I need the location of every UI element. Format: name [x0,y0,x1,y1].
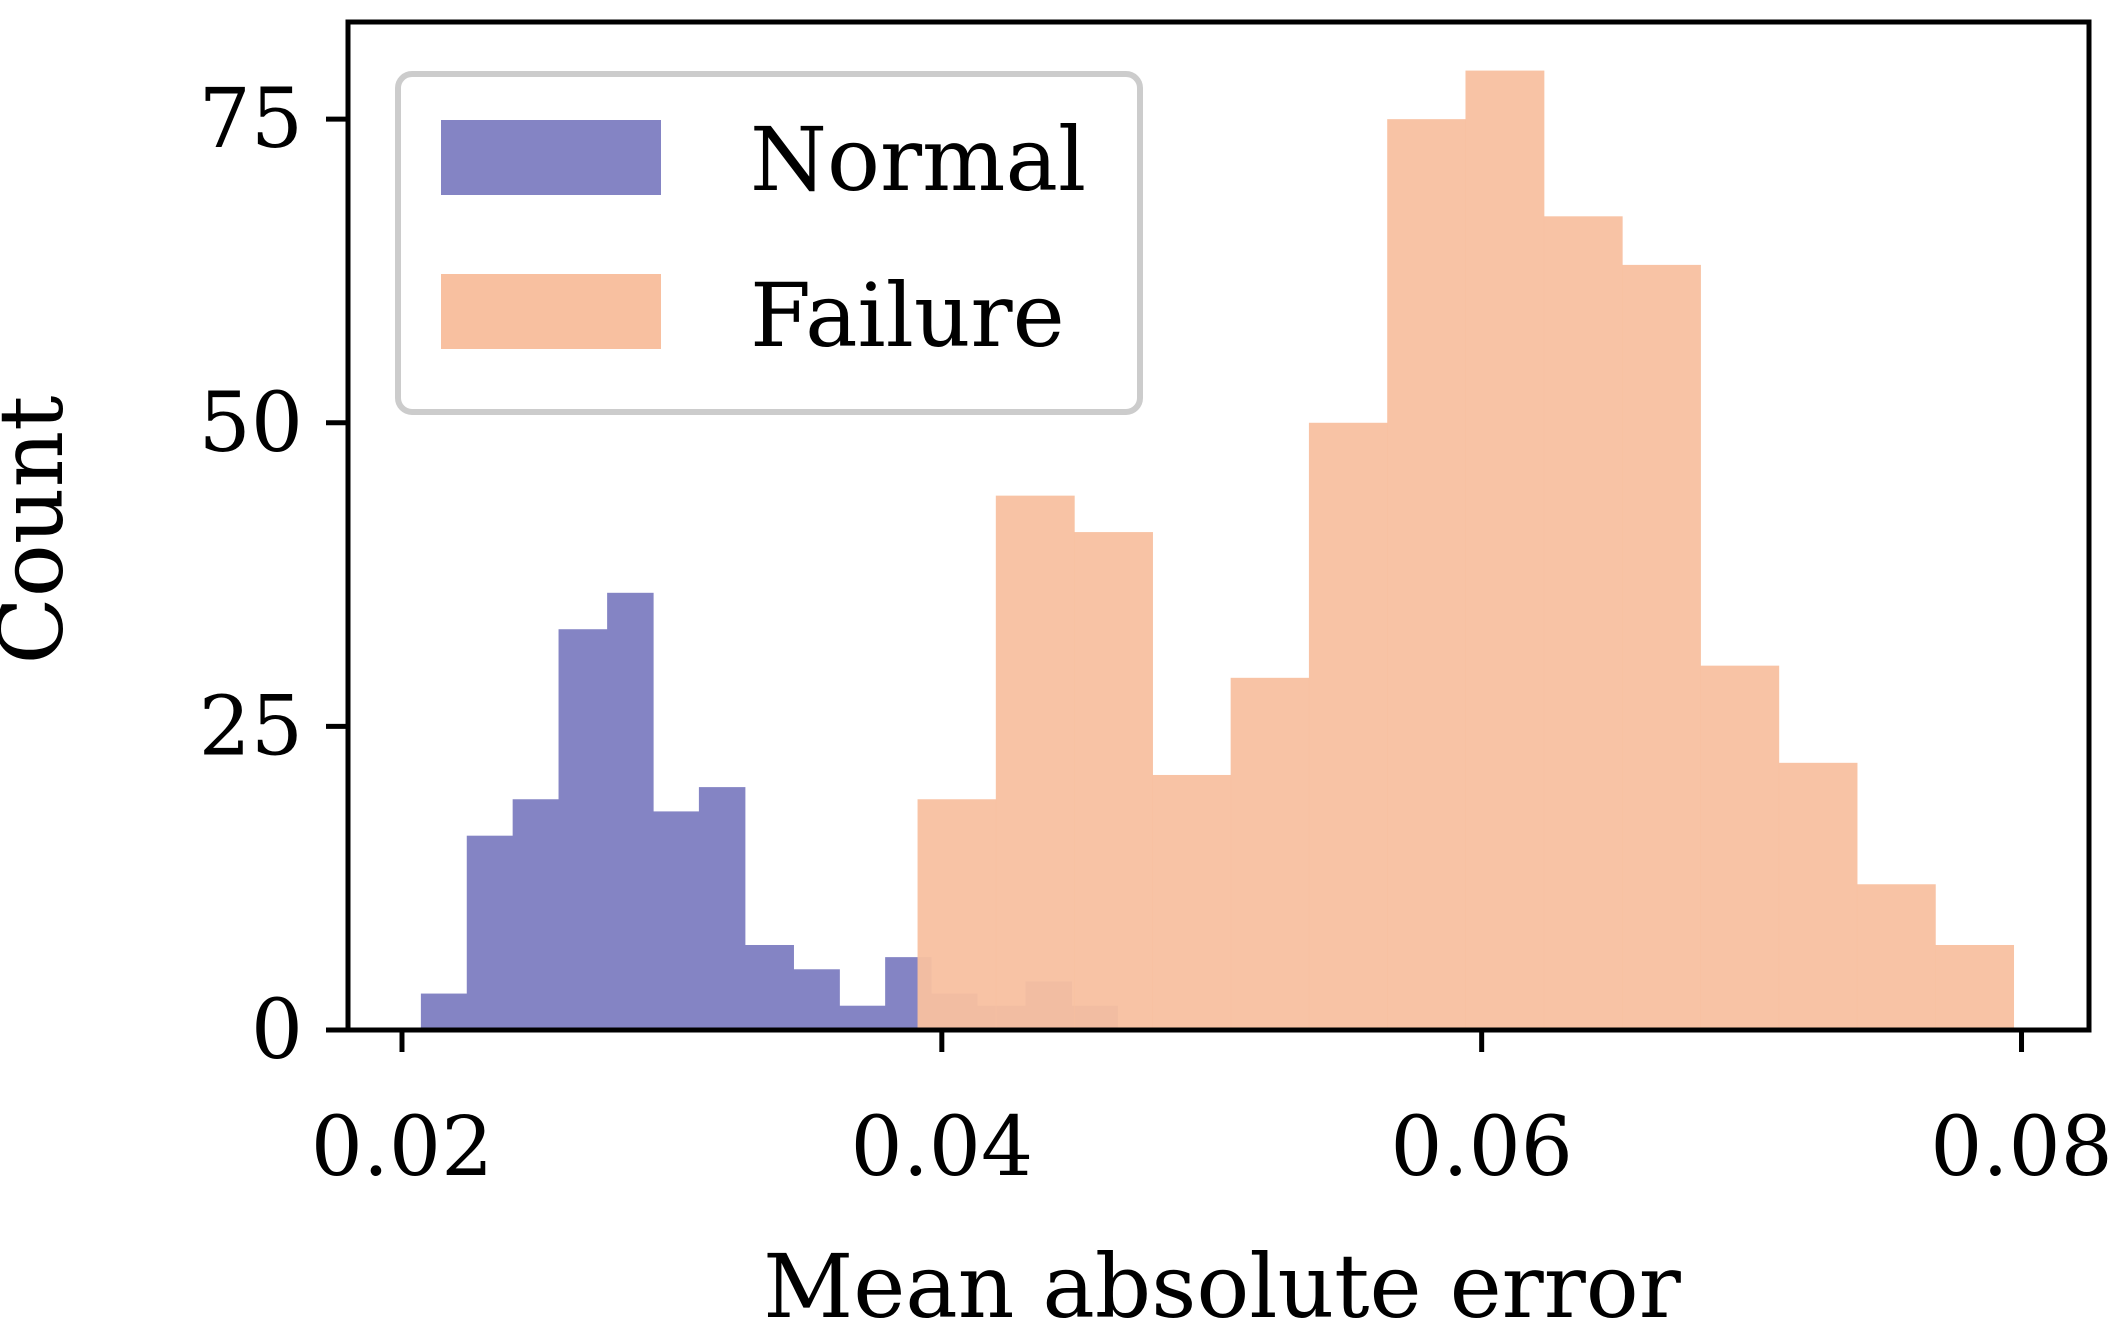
y-axis-ticks: 0 25 50 75 [199,72,348,1078]
y-tick-label-3: 75 [199,72,303,167]
normal-bar-1 [466,835,514,1030]
normal-bar-2 [512,799,560,1030]
failure-bar-2 [1074,532,1153,1030]
x-tick-label-2: 0.06 [1390,1100,1573,1195]
legend: Normal Failure [395,71,1143,415]
failure-bar-11 [1778,762,1858,1030]
normal-bar-6 [698,787,746,1030]
normal-bar-5 [653,811,700,1030]
x-tick-label-1: 0.04 [851,1100,1034,1195]
y-tick-label-2: 50 [199,376,303,471]
normal-bar-3 [558,629,608,1030]
x-axis-title: Mean absolute error [763,1235,1682,1335]
failure-bar-8 [1543,216,1623,1031]
failure-bar-7 [1465,70,1545,1031]
normal-bar-4 [607,592,654,1030]
plot-frame [345,19,2092,1033]
failure-bar-6 [1387,119,1467,1031]
legend-label-failure: Failure [750,264,1065,367]
failure-bar-13 [1935,944,2015,1030]
failure-bar-12 [1856,884,1936,1030]
legend-swatch-normal [441,120,661,195]
failure-bar-1 [995,495,1075,1030]
x-tick-label-3: 0.08 [1930,1100,2113,1195]
x-axis-ticks: 0.02 0.04 0.06 0.08 [311,1030,2113,1195]
x-tick-label-0: 0.02 [311,1100,494,1195]
failure-bar-10 [1700,665,1780,1030]
y-tick-label-0: 0 [251,983,303,1078]
normal-bar-7 [744,944,794,1030]
failure-bar-9 [1622,264,1701,1030]
normal-bar-0 [420,993,468,1030]
failure-bar-0 [917,799,997,1030]
failure-bar-4 [1230,677,1310,1030]
legend-swatch-failure [441,274,661,349]
legend-label-normal: Normal [750,108,1086,211]
failure-bar-5 [1308,422,1388,1030]
failure-series-bars [917,70,2015,1031]
y-axis-title: Count [0,395,83,664]
y-tick-label-1: 25 [199,679,303,774]
normal-bar-9 [839,1005,886,1030]
failure-bar-3 [1152,774,1232,1030]
normal-series-bars [420,592,1118,1030]
normal-bar-8 [793,969,840,1030]
